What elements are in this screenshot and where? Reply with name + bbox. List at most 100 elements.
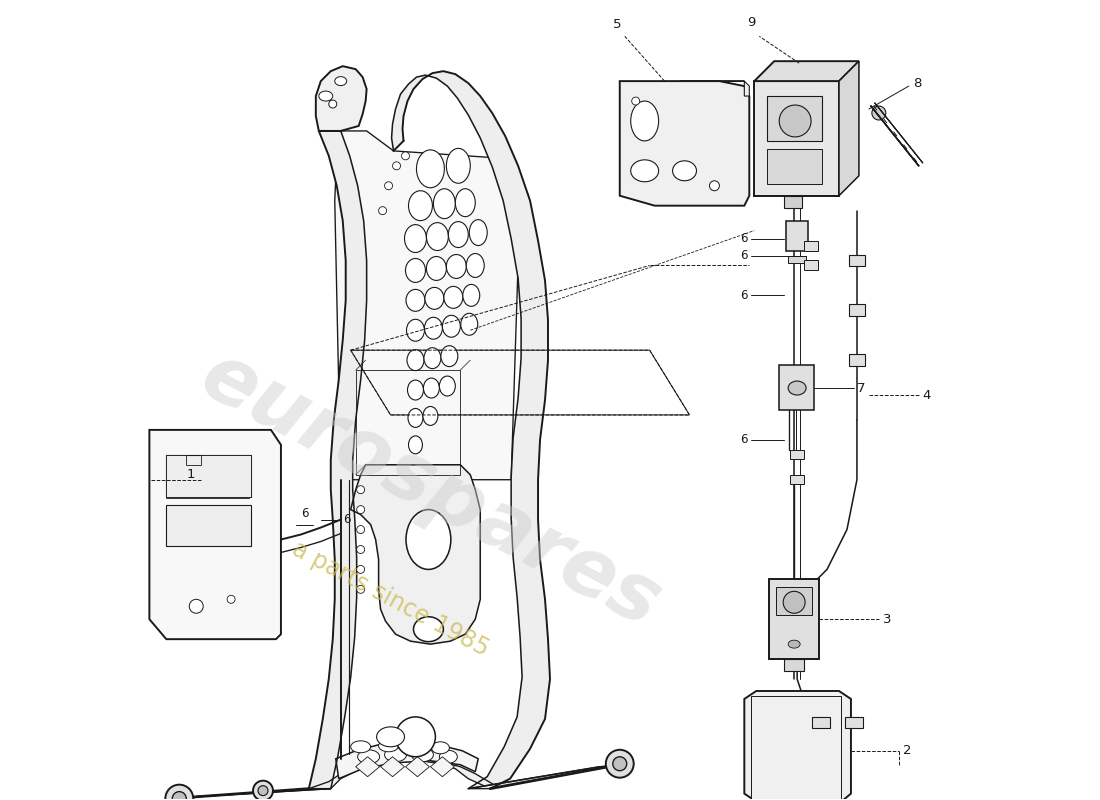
Ellipse shape [466,254,484,278]
Ellipse shape [319,91,333,101]
Polygon shape [406,757,429,777]
Ellipse shape [427,257,447,281]
Ellipse shape [334,77,346,86]
Text: 8: 8 [913,77,921,90]
Circle shape [253,781,273,800]
Ellipse shape [433,189,455,218]
Ellipse shape [406,290,425,311]
Ellipse shape [439,376,455,396]
Circle shape [613,757,627,770]
Polygon shape [680,81,749,96]
Polygon shape [745,691,851,800]
Text: 6: 6 [740,289,747,302]
Circle shape [783,591,805,614]
Circle shape [227,595,235,603]
Bar [790,450,804,458]
Circle shape [356,586,364,594]
Ellipse shape [463,285,480,306]
Circle shape [356,486,364,494]
Text: 6: 6 [740,232,747,245]
Ellipse shape [447,148,471,183]
Ellipse shape [630,160,659,182]
Ellipse shape [447,254,466,278]
Text: a parts since 1985: a parts since 1985 [288,537,493,662]
Polygon shape [392,71,550,789]
Ellipse shape [461,314,477,335]
Bar [767,96,822,141]
Text: 6: 6 [740,434,747,446]
Ellipse shape [444,286,463,308]
Bar [166,455,251,497]
Polygon shape [769,579,820,659]
Ellipse shape [630,101,659,141]
Circle shape [356,566,364,574]
Polygon shape [839,61,859,196]
Ellipse shape [408,436,422,454]
Ellipse shape [442,315,460,338]
Circle shape [385,182,393,190]
Text: 6: 6 [343,513,350,526]
Circle shape [356,526,364,534]
Ellipse shape [470,220,487,246]
Bar [789,255,806,263]
Ellipse shape [407,350,424,370]
Ellipse shape [422,406,438,426]
Circle shape [872,106,886,120]
Circle shape [779,105,811,137]
Circle shape [606,750,634,778]
Circle shape [378,206,386,214]
Polygon shape [316,66,366,131]
Ellipse shape [406,740,426,752]
Bar [849,254,865,266]
Bar [784,196,802,208]
Ellipse shape [439,750,458,763]
Ellipse shape [376,727,405,746]
Ellipse shape [406,258,426,282]
Bar [804,241,818,250]
Circle shape [396,717,436,757]
Polygon shape [334,131,520,480]
Bar [767,149,822,184]
Ellipse shape [406,510,451,570]
Ellipse shape [789,381,806,395]
Text: 7: 7 [857,382,866,394]
Text: 6: 6 [301,506,309,519]
Bar [784,659,804,671]
Polygon shape [469,764,625,789]
Circle shape [189,599,204,614]
Polygon shape [172,789,331,798]
Ellipse shape [789,640,800,648]
Text: 6: 6 [740,249,747,262]
Bar [777,587,812,615]
Bar [845,717,862,728]
Text: 5: 5 [614,18,622,31]
Ellipse shape [427,222,449,250]
Ellipse shape [424,348,441,369]
Circle shape [165,785,194,800]
Ellipse shape [358,750,379,764]
Ellipse shape [431,742,450,754]
Polygon shape [619,81,749,206]
Circle shape [631,97,640,105]
Bar [790,474,804,484]
Polygon shape [779,365,814,410]
Bar [849,354,865,366]
Ellipse shape [455,189,475,217]
Ellipse shape [408,409,422,427]
Circle shape [173,792,186,800]
Ellipse shape [405,225,427,253]
Bar [849,304,865,316]
Polygon shape [166,455,251,497]
Ellipse shape [417,150,444,188]
Polygon shape [381,757,405,777]
Text: 2: 2 [903,744,911,758]
Polygon shape [336,743,478,778]
Circle shape [402,152,409,160]
Ellipse shape [411,748,433,762]
Polygon shape [309,131,366,789]
Polygon shape [755,81,839,196]
Bar [812,717,830,728]
Ellipse shape [424,378,439,398]
Polygon shape [355,757,380,777]
Bar [786,221,808,250]
